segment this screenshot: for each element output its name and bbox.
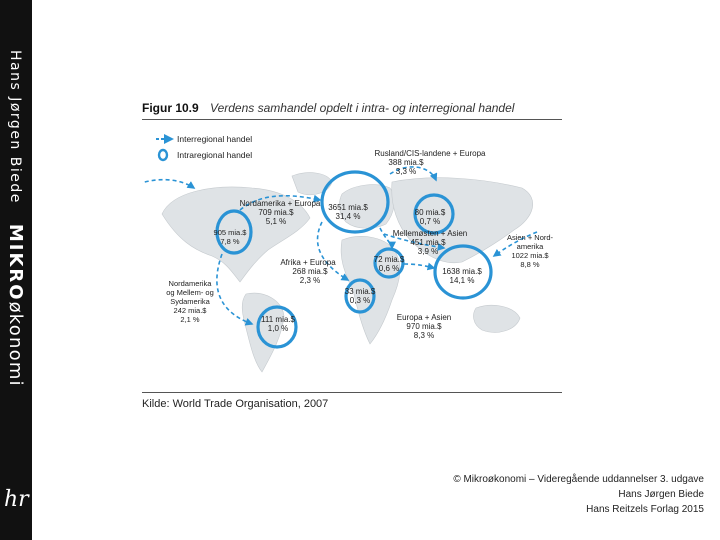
label-na-value: 905 mia.$ [214,228,248,237]
label-africa-eu-pct: 2,3 % [300,276,320,285]
intraregional-legend-icon [157,148,169,162]
circle-cis [413,193,455,235]
legend-intra-label: Intraregional handel [177,150,252,160]
label-eu-pct: 31,4 % [336,212,361,221]
author-name: Hans Jørgen Biede [7,50,23,204]
label-sa-value: 111 mia.$ [261,315,295,324]
figure-title: Figur 10.9 Verdens samhandel opdelt i in… [142,101,514,115]
trade-labels: Rusland/CIS-landene + Europa 388 mia.$ 3… [166,149,553,340]
label-na-eu-pct: 5,1 % [266,217,286,226]
continents [161,172,533,373]
footer-author: Hans Jørgen Biede [618,489,704,500]
label-sa-pct: 1,0 % [268,324,288,333]
label-americas-title-2: og Mellem- og [166,288,214,297]
arrow-europe-middle-east [379,227,396,250]
arrow-europe-asia [383,233,446,251]
legend: Interregional handel Intraregional hande… [156,134,252,162]
footer-copyright: © Mikroøkonomi – Videregående uddannelse… [453,474,704,485]
label-russia-title: Rusland/CIS-landene + Europa [375,149,487,158]
label-asia-na-value: 1022 mia.$ [511,251,549,260]
arrow-na-south-america [216,253,254,326]
label-eu-asia-pct: 8,3 % [414,331,434,340]
north-america-shape [161,186,311,283]
label-me-value: 451 mia.$ [410,238,446,247]
label-asia-na-pct: 8,8 % [520,260,540,269]
circle-south-america [256,305,298,349]
label-americas-title-3: Sydamerika [170,297,210,306]
label-asia-na-title-1: Asien + Nord- [507,233,554,242]
vertical-book-title: Hans Jørgen Biede MIKROøkonomi [5,50,26,387]
arrow-middle-east-asia [403,262,436,271]
sidebar: Hans Jørgen Biede MIKROøkonomi hr [0,0,32,540]
greenland-shape [291,172,333,195]
title-rule [142,119,562,120]
arrow-asia-na-west [142,178,196,189]
title-rest: økonomi [5,301,26,387]
figure-source: Kilde: World Trade Organisation, 2007 [142,398,329,410]
circle-africa [344,278,376,314]
label-africa-value: 33 mia.$ [345,287,376,296]
title-bold: MIKRO [5,223,26,302]
label-cis-pct: 0,7 % [420,217,440,226]
label-na-eu-value: 709 mia.$ [258,208,294,217]
label-asia-value: 1638 mia.$ [442,267,482,276]
interregional-arrows [142,166,538,326]
arrow-na-europe [239,194,322,211]
figure-caption: Verdens samhandel opdelt i intra- og int… [210,101,515,115]
circle-europe [320,170,390,234]
label-me-pct: 3,9 % [418,247,438,256]
label-na-eu-title: Nordamerika + Europa [240,199,321,208]
label-russia-pct: 3,3 % [396,167,416,176]
label-cis-value: 80 mia.$ [415,208,446,217]
footer-publisher: Hans Reitzels Forlag 2015 [586,504,704,515]
label-me-title: Mellemøsten + Asien [393,229,467,238]
arrow-europe-cis [389,166,438,182]
arrow-na-asia [492,231,538,257]
australia-shape [473,305,521,333]
label-americas-title-1: Nordamerika [169,279,213,288]
label-eu-asia-value: 970 mia.$ [406,322,442,331]
label-russia-value: 388 mia.$ [388,158,424,167]
circle-asia [433,244,493,300]
label-me-intra-value: 72 mia.$ [374,255,405,264]
label-eu-asia-title: Europa + Asien [397,313,451,322]
label-asia-na-title-2: amerika [517,242,545,251]
circle-north-america [215,209,253,255]
label-americas-value: 242 mia.$ [174,306,208,315]
arrow-europe-africa [316,221,350,281]
south-america-shape [241,292,285,373]
label-americas-pct: 2,1 % [180,315,200,324]
source-rule [142,392,562,393]
world-trade-map: Interregional handel Intraregional hande… [142,134,554,373]
label-africa-eu-title: Afrika + Europa [280,258,336,267]
label-na-pct: 7,8 % [220,237,240,246]
publisher-logo: hr [4,487,29,512]
label-asia-pct: 14,1 % [450,276,475,285]
legend-inter-label: Interregional handel [177,134,252,144]
label-africa-eu-value: 268 mia.$ [292,267,328,276]
label-africa-pct: 0,3 % [350,296,370,305]
europe-shape [339,184,395,229]
asia-shape [391,177,533,264]
figure-number: Figur 10.9 [142,101,199,115]
label-eu-value: 3651 mia.$ [328,203,368,212]
label-me-intra-pct: 0,6 % [379,264,399,273]
footer: © Mikroøkonomi – Videregående uddannelse… [453,472,704,517]
